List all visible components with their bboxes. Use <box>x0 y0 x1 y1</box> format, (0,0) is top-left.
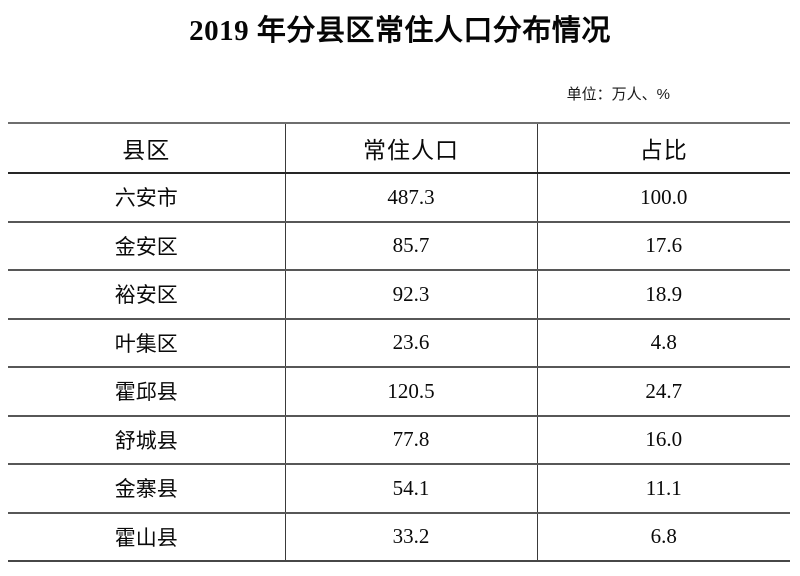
cell-share: 16.0 <box>645 427 683 452</box>
table-row: 金安区 85.7 17.6 <box>8 221 790 270</box>
cell-population: 33.2 <box>285 512 538 561</box>
column-header-population: 常住人口 <box>285 123 538 173</box>
unit-note: 单位：万人、% <box>566 86 670 103</box>
page-title: 2019 年分县区常住人口分布情况 <box>189 15 611 47</box>
cell-share: 100.0 <box>640 184 688 209</box>
cell-share: 17.6 <box>645 233 683 258</box>
cell-share: 24.7 <box>645 378 683 403</box>
cell-population: 487.3 <box>285 173 538 222</box>
column-header-share: 占比 <box>639 138 688 163</box>
table-row: 叶集区 23.6 4.8 <box>8 318 790 367</box>
cell-region: 舒城县 <box>8 415 286 464</box>
cell-share: 11.1 <box>645 475 682 500</box>
cell-population: 85.7 <box>285 221 538 270</box>
cell-region: 霍邱县 <box>8 367 286 416</box>
table-row: 六安市 487.3 100.0 <box>8 173 790 222</box>
cell-region: 金安区 <box>8 221 286 270</box>
cell-population: 92.3 <box>285 270 538 319</box>
table-row: 裕安区 92.3 18.9 <box>8 270 790 319</box>
cell-region: 叶集区 <box>8 318 286 367</box>
cell-region: 金寨县 <box>8 464 286 513</box>
cell-population: 54.1 <box>285 464 538 513</box>
cell-share: 4.8 <box>650 330 677 355</box>
cell-population: 120.5 <box>285 367 538 416</box>
cell-population: 23.6 <box>285 318 538 367</box>
cell-region: 裕安区 <box>8 270 286 319</box>
header-row: 县区 常住人口 占比 <box>8 123 790 173</box>
cell-share: 6.8 <box>650 524 677 549</box>
cell-region: 霍山县 <box>8 512 286 561</box>
table-row: 舒城县 77.8 16.0 <box>8 415 790 464</box>
table-row: 金寨县 54.1 11.1 <box>8 464 790 513</box>
population-table: 县区 常住人口 占比 六安市 487.3 100.0 金安区 85.7 17.6… <box>8 122 790 562</box>
cell-region: 六安市 <box>8 173 286 222</box>
table-row: 霍邱县 120.5 24.7 <box>8 367 790 416</box>
cell-share: 18.9 <box>645 281 683 306</box>
table-row: 霍山县 33.2 6.8 <box>8 512 790 561</box>
column-header-region: 县区 <box>8 123 286 173</box>
cell-population: 77.8 <box>285 415 538 464</box>
